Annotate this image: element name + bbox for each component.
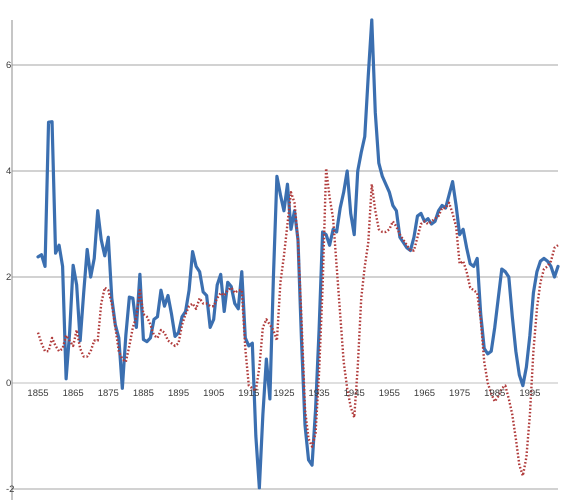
y-tick-label: 6 bbox=[6, 60, 11, 71]
x-tick-label: 1975 bbox=[449, 388, 470, 399]
x-tick-label: 1905 bbox=[203, 388, 224, 399]
x-tick-label: 1955 bbox=[379, 388, 400, 399]
x-tick-label: 1885 bbox=[133, 388, 154, 399]
x-tick-label: 1925 bbox=[273, 388, 294, 399]
tick-labels: -2 0 2 4 6 1855 1865 1875 1885 1895 1905 1915 1925 19… bbox=[6, 60, 540, 495]
x-tick-label: 1865 bbox=[63, 388, 84, 399]
x-tick-label: 1855 bbox=[27, 388, 48, 399]
grid bbox=[12, 64, 558, 490]
y-tick-label: 0 bbox=[6, 378, 11, 389]
series bbox=[36, 18, 560, 490]
x-tick-label: 1995 bbox=[519, 388, 540, 399]
axes bbox=[11, 20, 558, 500]
x-tick-label: 1935 bbox=[309, 388, 330, 399]
x-tick-label: 1895 bbox=[168, 388, 189, 399]
x-tick-label: 1945 bbox=[344, 388, 365, 399]
y-tick-label: -2 bbox=[6, 484, 14, 495]
x-tick-label: 1985 bbox=[484, 388, 505, 399]
x-tick-label: 1965 bbox=[414, 388, 435, 399]
y-tick-label: 2 bbox=[6, 272, 11, 283]
y-tick-label: 4 bbox=[6, 166, 11, 177]
x-tick-label: 1875 bbox=[98, 388, 119, 399]
series-line-1 bbox=[36, 18, 560, 490]
x-tick-label: 1915 bbox=[238, 388, 259, 399]
